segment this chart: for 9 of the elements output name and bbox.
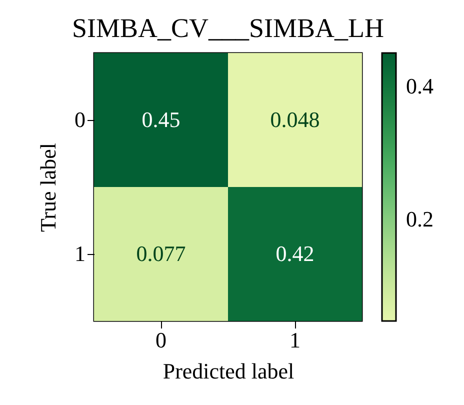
x-axis-title: Predicted label (162, 358, 294, 384)
chart-title: SIMBA_CV___SIMBA_LH (72, 13, 384, 43)
color-bar-label: 0.2 (406, 206, 434, 232)
data-label: 0.048 (270, 107, 320, 132)
y-axis-title: True label (36, 142, 60, 232)
data-label: 0.45 (142, 107, 180, 132)
color-bar-label: 0.4 (406, 73, 434, 98)
data-label: 0.077 (136, 241, 186, 266)
data-label: 0.42 (276, 241, 314, 266)
